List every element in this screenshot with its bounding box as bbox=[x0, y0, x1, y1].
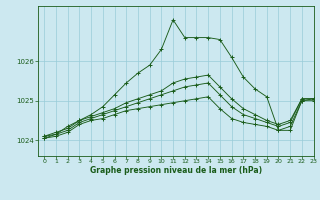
X-axis label: Graphe pression niveau de la mer (hPa): Graphe pression niveau de la mer (hPa) bbox=[90, 166, 262, 175]
